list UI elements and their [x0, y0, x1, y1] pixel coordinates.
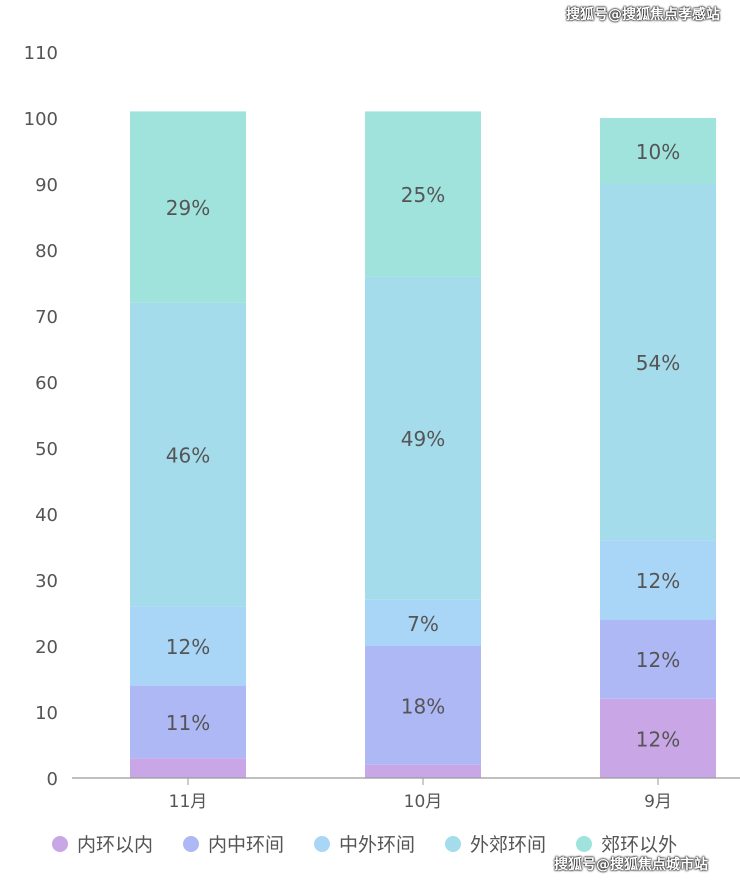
data-label: 10%: [636, 140, 680, 164]
y-tick-label: 80: [35, 241, 58, 262]
data-label: 18%: [401, 694, 445, 718]
legend-label: 郊环以外: [601, 834, 678, 856]
y-tick-label: 90: [35, 175, 58, 196]
bar-segment: [130, 685, 246, 759]
y-tick-label: 0: [47, 769, 58, 790]
legend-swatch: [183, 835, 200, 852]
bar-segment: [600, 540, 716, 620]
x-tick-label: 11月: [169, 792, 208, 812]
data-label: 29%: [166, 196, 210, 220]
bar-segment: [365, 276, 481, 600]
legend-swatch: [576, 835, 593, 852]
bar-segment: [365, 646, 481, 765]
legend-item: 中外环间: [314, 830, 415, 857]
bar-segment: [600, 184, 716, 541]
legend-swatch: [445, 835, 462, 852]
data-label: 7%: [407, 612, 439, 636]
bar-segment: [130, 302, 246, 607]
legend-swatch: [314, 835, 331, 852]
data-label: 49%: [401, 427, 445, 451]
y-tick-label: 60: [35, 373, 58, 394]
data-label: 12%: [636, 569, 680, 593]
bar-segment: [365, 599, 481, 646]
data-label: 12%: [636, 648, 680, 672]
y-tick-label: 20: [35, 637, 58, 658]
bar-segment: [365, 111, 481, 277]
data-label: 46%: [166, 444, 210, 468]
data-label: 25%: [401, 183, 445, 207]
watermark-top: 搜狐号@搜狐焦点孝感站: [566, 7, 720, 23]
y-tick-label: 10: [35, 703, 58, 724]
bar-segment: [130, 606, 246, 686]
legend-item: 内中环间: [183, 830, 284, 857]
y-tick-label: 40: [35, 505, 58, 526]
bar-segment: [600, 118, 716, 184]
data-label: 12%: [166, 635, 210, 659]
bar-segment: [600, 698, 716, 778]
bar-segment: [130, 111, 246, 303]
legend-label: 外郊环间: [470, 834, 547, 856]
legend-label: 内中环间: [208, 834, 285, 856]
legend-label: 中外环间: [339, 834, 416, 856]
bar-segment: [600, 619, 716, 699]
legend-item: 内环以内: [52, 830, 153, 857]
legend-item: 郊环以外: [576, 830, 677, 857]
legend-item: 外郊环间: [445, 830, 546, 857]
y-tick-label: 70: [35, 307, 58, 328]
data-label: 12%: [636, 727, 680, 751]
legend-swatch: [52, 835, 68, 852]
data-label: 11%: [166, 711, 210, 735]
chart-legend: 内环以内 内中环间 中外环间 外郊环间 郊环以外: [52, 830, 677, 857]
watermark-bottom: 搜狐号@搜狐焦点城市站: [554, 857, 708, 873]
y-tick-label: 110: [24, 43, 58, 64]
y-tick-label: 100: [24, 109, 58, 130]
bar-segment: [365, 764, 481, 778]
x-tick-label: 9月: [644, 792, 672, 812]
bar-segment: [130, 758, 246, 778]
y-tick-label: 50: [35, 439, 58, 460]
y-tick-label: 30: [35, 571, 58, 592]
x-tick-label: 10月: [404, 792, 443, 812]
data-label: 54%: [636, 351, 680, 375]
legend-label: 内环以内: [77, 834, 154, 856]
